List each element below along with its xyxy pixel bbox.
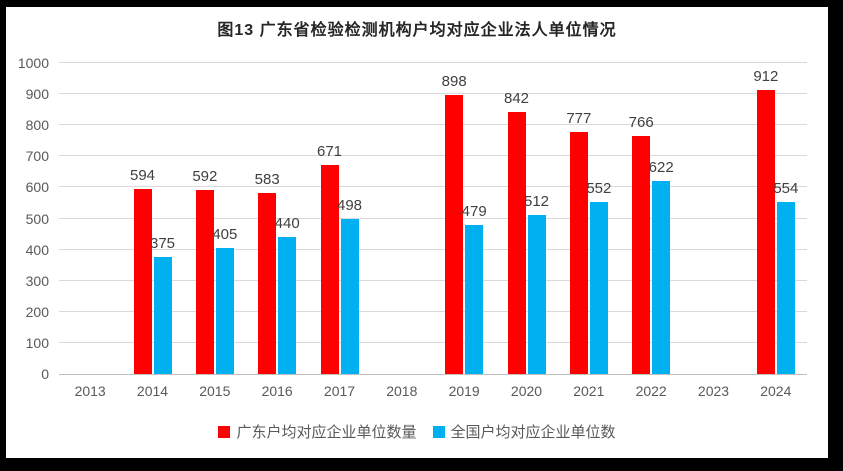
y-tick-label: 400 xyxy=(25,241,49,258)
data-label: 479 xyxy=(461,203,487,221)
data-label: 777 xyxy=(566,110,592,128)
data-label: 594 xyxy=(129,167,156,185)
bar-2016-series-0 xyxy=(258,192,277,374)
x-tick-label: 2020 xyxy=(510,383,543,399)
y-tick-label: 300 xyxy=(25,272,49,289)
y-tick-label: 200 xyxy=(25,303,49,320)
bar-2021-series-0 xyxy=(569,132,588,374)
y-tick-label: 0 xyxy=(41,366,49,382)
data-label: 375 xyxy=(149,235,176,253)
legend-label: 全国户均对应企业单位数 xyxy=(450,424,616,441)
bar-2014-series-1 xyxy=(153,257,172,374)
bar-2024-series-1 xyxy=(776,201,795,374)
legend-label: 广东户均对应企业单位数量 xyxy=(236,424,417,441)
chart-canvas: 图13 广东省检验检测机构户均对应企业法人单位情况 594 375 592 405 58… xyxy=(6,7,828,458)
legend-swatch-icon xyxy=(432,425,445,438)
gridline xyxy=(59,248,807,250)
bar-2022-series-1 xyxy=(652,180,671,374)
bar-2015-series-1 xyxy=(215,248,234,374)
x-tick-label: 2024 xyxy=(760,383,792,399)
bar-2019-series-0 xyxy=(445,94,464,374)
x-axis-line xyxy=(59,374,807,375)
bar-2020-series-1 xyxy=(527,214,546,374)
data-label: 622 xyxy=(648,158,674,176)
data-label: 440 xyxy=(274,215,300,233)
x-tick-label: 2014 xyxy=(136,383,169,399)
x-tick-label: 2015 xyxy=(199,383,231,399)
x-tick-label: 2021 xyxy=(573,383,605,399)
data-label: 766 xyxy=(628,113,654,131)
data-label: 898 xyxy=(441,72,467,90)
y-tick-label: 100 xyxy=(25,334,49,351)
bar-2021-series-1 xyxy=(589,202,608,374)
legend-item-1: 全国户均对应企业单位数 xyxy=(432,421,616,442)
y-tick-label: 500 xyxy=(25,210,49,227)
legend-item-0: 广东户均对应企业单位数量 xyxy=(218,421,417,442)
gridline xyxy=(59,62,807,63)
bar-2017-series-1 xyxy=(340,219,359,374)
gridline xyxy=(59,217,807,219)
data-label: 592 xyxy=(192,167,218,185)
chart-title: 图13 广东省检验检测机构户均对应企业法人单位情况 xyxy=(217,22,617,39)
data-label: 498 xyxy=(336,197,363,215)
gridline xyxy=(59,310,807,312)
gridline xyxy=(59,186,807,188)
data-label: 842 xyxy=(503,90,530,108)
bar-2016-series-1 xyxy=(278,237,297,374)
x-tick-label: 2018 xyxy=(386,383,418,399)
bar-2022-series-0 xyxy=(632,135,651,374)
bar-2019-series-1 xyxy=(465,225,484,374)
y-tick-label: 900 xyxy=(25,86,49,103)
x-tick-label: 2023 xyxy=(697,383,730,399)
data-label: 912 xyxy=(753,68,779,86)
legend-swatch-icon xyxy=(218,425,231,438)
gridline xyxy=(59,93,807,95)
data-label: 554 xyxy=(773,179,799,197)
gridline xyxy=(59,155,807,157)
x-tick-label: 2013 xyxy=(74,383,106,399)
bar-2014-series-0 xyxy=(133,189,152,374)
x-tick-label: 2019 xyxy=(448,383,480,399)
y-tick-label: 800 xyxy=(25,117,49,134)
bar-2015-series-0 xyxy=(195,189,214,374)
data-label: 552 xyxy=(586,180,612,198)
x-tick-label: 2017 xyxy=(323,383,356,399)
y-tick-label: 700 xyxy=(25,148,49,165)
y-tick-label: 1000 xyxy=(17,55,49,71)
plot-area: 594 375 592 405 583 440 671 498 898 479 842 512 777 5… xyxy=(59,62,807,375)
x-tick-label: 2016 xyxy=(261,383,293,399)
data-label: 583 xyxy=(254,170,280,188)
gridline xyxy=(59,279,807,281)
y-tick-label: 600 xyxy=(25,179,49,196)
data-label: 671 xyxy=(316,143,343,161)
gridline xyxy=(59,124,807,126)
data-label: 512 xyxy=(523,192,550,210)
bar-2017-series-0 xyxy=(320,165,339,374)
legend: 广东户均对应企业单位数量 全国户均对应企业单位数 xyxy=(6,421,828,442)
data-label: 405 xyxy=(212,226,238,244)
bar-2020-series-0 xyxy=(507,112,526,374)
bar-2024-series-0 xyxy=(756,90,775,374)
gridline xyxy=(59,341,807,343)
x-tick-label: 2022 xyxy=(635,383,667,399)
